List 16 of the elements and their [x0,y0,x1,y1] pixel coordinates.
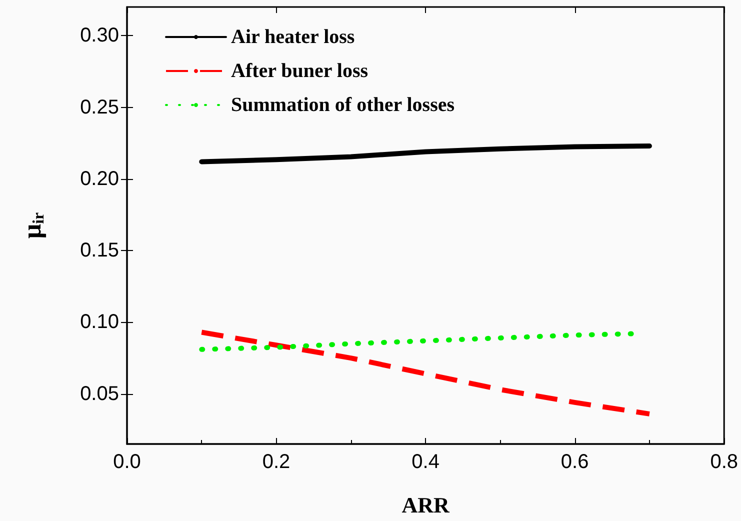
legend-label: Air heater loss [231,26,355,48]
y-tick-label: 0.15 [80,240,119,262]
y-tick-label: 0.20 [80,168,119,190]
y-tick-label: 0.25 [80,96,119,118]
legend-label: Summation of other losses [231,94,455,116]
legend-label: After buner loss [231,60,368,82]
x-tick-label: 0.0 [113,451,141,473]
y-axis-title: μir [18,212,48,239]
y-tick-label: 0.30 [80,24,119,47]
y-tick-label: 0.05 [80,382,119,405]
x-tick-label: 0.4 [412,451,440,473]
x-axis-title: ARR [402,492,450,518]
x-tick-label: 0.8 [710,451,738,473]
x-tick-label: 0.6 [560,451,589,473]
x-tick-label: 0.2 [262,451,290,473]
y-tick-label: 0.10 [80,311,119,334]
